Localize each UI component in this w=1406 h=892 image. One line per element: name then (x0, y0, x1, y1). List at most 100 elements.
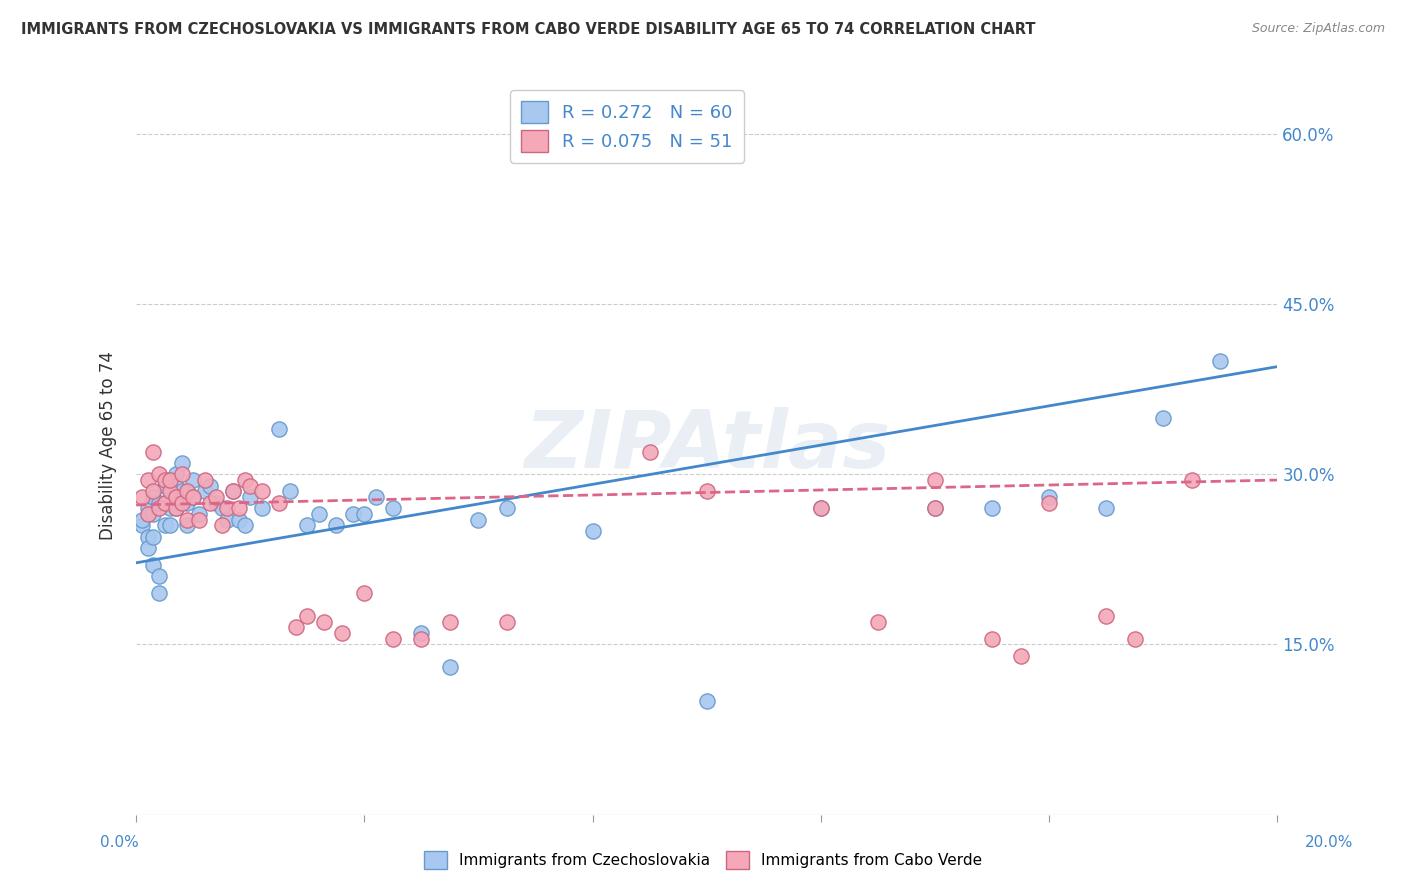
Point (136, 473, 159, 487)
Point (194, 473, 217, 487)
Point (325, 518, 347, 533)
Point (148, 501, 170, 516)
Point (353, 586, 375, 600)
Point (131, 518, 153, 533)
Point (581, 524, 603, 538)
Point (1095, 609, 1118, 624)
Point (159, 473, 181, 487)
Point (136, 541, 159, 555)
Text: 20.0%: 20.0% (1305, 836, 1353, 850)
Point (142, 507, 165, 521)
Point (176, 484, 198, 499)
Point (411, 632, 433, 646)
Point (1095, 501, 1118, 516)
Point (142, 558, 165, 572)
Point (278, 484, 301, 499)
Point (205, 496, 228, 510)
Point (250, 484, 273, 499)
Point (1038, 496, 1060, 510)
Point (496, 501, 519, 516)
Point (810, 501, 832, 516)
Point (194, 484, 217, 499)
Point (142, 530, 165, 544)
Point (222, 484, 245, 499)
Y-axis label: Disability Age 65 to 74: Disability Age 65 to 74 (100, 351, 117, 541)
Point (297, 609, 319, 624)
Point (981, 632, 1004, 646)
Point (1209, 354, 1232, 368)
Point (981, 501, 1004, 516)
Point (153, 496, 176, 510)
Point (136, 530, 159, 544)
Point (1181, 473, 1204, 487)
Point (353, 507, 375, 521)
Point (1010, 648, 1032, 663)
Point (159, 518, 181, 533)
Point (187, 513, 209, 527)
Point (165, 478, 187, 492)
Point (381, 501, 404, 516)
Point (696, 694, 718, 708)
Point (170, 456, 193, 470)
Point (176, 496, 198, 510)
Point (165, 467, 187, 482)
Point (342, 507, 364, 521)
Point (638, 444, 661, 458)
Point (1123, 632, 1146, 646)
Point (364, 490, 387, 504)
Point (148, 496, 170, 510)
Point (330, 626, 353, 640)
Point (866, 615, 889, 629)
Point (228, 501, 250, 516)
Point (439, 615, 461, 629)
Point (148, 467, 170, 482)
Point (233, 518, 256, 533)
Point (205, 490, 228, 504)
Point (170, 467, 193, 482)
Point (153, 478, 176, 492)
Point (239, 478, 262, 492)
Legend: R = 0.272   N = 60, R = 0.075   N = 51: R = 0.272 N = 60, R = 0.075 N = 51 (510, 90, 744, 163)
Point (239, 490, 262, 504)
Point (136, 507, 159, 521)
Point (153, 496, 176, 510)
Point (1152, 410, 1174, 425)
Point (496, 615, 519, 629)
Point (131, 513, 153, 527)
Point (142, 484, 165, 499)
Point (267, 422, 290, 436)
Point (181, 490, 204, 504)
Point (187, 507, 209, 521)
Point (165, 490, 187, 504)
Point (142, 490, 165, 504)
Point (211, 501, 233, 516)
Text: 0.0%: 0.0% (100, 836, 139, 850)
Point (308, 507, 330, 521)
Legend: Immigrants from Czechoslovakia, Immigrants from Cabo Verde: Immigrants from Czechoslovakia, Immigran… (418, 845, 988, 875)
Point (233, 473, 256, 487)
Point (217, 513, 239, 527)
Point (439, 660, 461, 674)
Point (153, 518, 176, 533)
Point (142, 444, 165, 458)
Point (200, 496, 222, 510)
Text: IMMIGRANTS FROM CZECHOSLOVAKIA VS IMMIGRANTS FROM CABO VERDE DISABILITY AGE 65 T: IMMIGRANTS FROM CZECHOSLOVAKIA VS IMMIGR… (21, 22, 1036, 37)
Point (153, 473, 176, 487)
Point (159, 484, 181, 499)
Point (267, 496, 290, 510)
Point (924, 473, 946, 487)
Point (181, 473, 204, 487)
Point (222, 484, 245, 499)
Point (250, 501, 273, 516)
Point (131, 490, 153, 504)
Point (467, 513, 489, 527)
Point (136, 501, 159, 516)
Point (176, 513, 198, 527)
Text: ZIPAtlas: ZIPAtlas (523, 407, 890, 485)
Point (411, 626, 433, 640)
Point (211, 518, 233, 533)
Point (148, 586, 170, 600)
Point (696, 484, 718, 499)
Point (181, 490, 204, 504)
Point (228, 513, 250, 527)
